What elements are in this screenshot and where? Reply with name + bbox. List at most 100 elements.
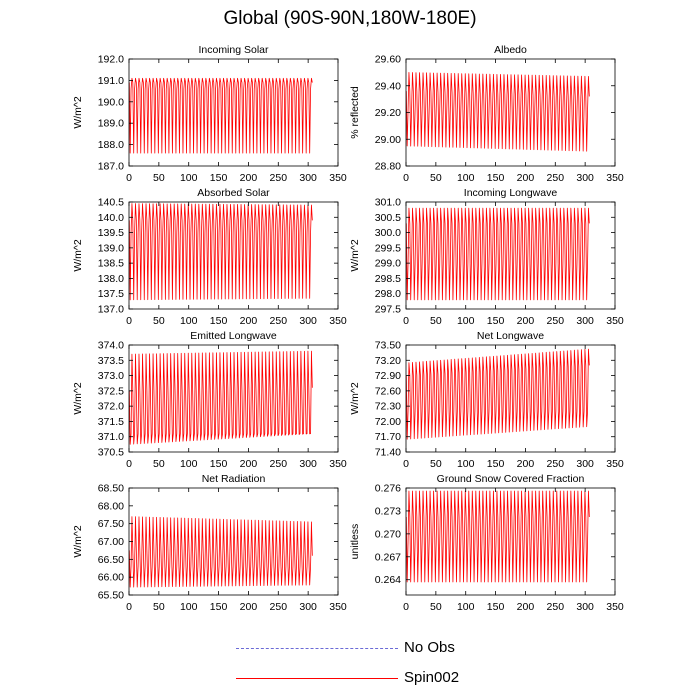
incoming-solar-ytick-label: 188.0	[98, 139, 124, 151]
emitted-longwave-frame	[128, 344, 339, 453]
incoming-longwave-ytick-label: 300.0	[375, 227, 401, 239]
net-longwave-ytick-label: 71.70	[375, 431, 401, 443]
albedo-ytick-label: 29.20	[375, 107, 401, 119]
ground-snow-covered-fraction-ytick-label: 0.270	[375, 528, 401, 540]
net-longwave-title: Net Longwave	[477, 330, 544, 342]
absorbed-solar-ytick-label: 137.5	[98, 288, 124, 300]
net-radiation-xtick-label: 0	[126, 601, 132, 613]
legend-label-spin002: Spin002	[404, 669, 460, 686]
incoming-longwave-xtick-label: 50	[430, 315, 442, 327]
net-radiation-xtick-label: 200	[240, 601, 258, 613]
incoming-longwave-xtick-label: 100	[457, 315, 475, 327]
ground-snow-covered-fraction-xtick-label: 300	[576, 601, 594, 613]
albedo-xtick-label: 200	[517, 172, 535, 184]
ground-snow-covered-fraction-title: Ground Snow Covered Fraction	[437, 473, 585, 485]
net-longwave-xtick-label: 200	[517, 458, 535, 470]
ground-snow-covered-fraction-xtick-label: 250	[547, 601, 565, 613]
absorbed-solar-xtick-label: 50	[153, 315, 165, 327]
net-longwave-ytick-label: 72.00	[375, 416, 401, 428]
absorbed-solar-xtick-label: 350	[329, 315, 347, 327]
absorbed-solar-xtick-label: 250	[270, 315, 288, 327]
ground-snow-covered-fraction-xtick-label: 350	[606, 601, 624, 613]
incoming-longwave-xtick-label: 300	[576, 315, 594, 327]
net-longwave-ytick-label: 72.90	[375, 370, 401, 382]
net-radiation-xtick-label: 350	[329, 601, 347, 613]
incoming-solar-xtick-label: 100	[180, 172, 198, 184]
emitted-longwave-ytick-label: 372.0	[98, 401, 124, 413]
emitted-longwave-title: Emitted Longwave	[190, 330, 277, 342]
incoming-longwave-xtick-label: 150	[487, 315, 505, 327]
incoming-solar-ytick-label: 190.0	[98, 96, 124, 108]
absorbed-solar-ylabel: W/m^2	[72, 239, 84, 272]
ground-snow-covered-fraction-ytick-label: 0.267	[375, 551, 401, 563]
absorbed-solar-ytick-label: 140.0	[98, 212, 124, 224]
incoming-longwave-xtick-label: 0	[403, 315, 409, 327]
net-radiation-xtick-label: 100	[180, 601, 198, 613]
incoming-longwave-xtick-label: 250	[547, 315, 565, 327]
legend-line-spin002	[236, 678, 398, 679]
incoming-longwave-series-spin002	[405, 207, 590, 301]
incoming-solar-xtick-label: 350	[329, 172, 347, 184]
albedo-xtick-label: 350	[606, 172, 624, 184]
emitted-longwave-ytick-label: 373.5	[98, 355, 124, 367]
emitted-longwave-ytick-label: 373.0	[98, 370, 124, 382]
net-longwave-ytick-label: 73.20	[375, 355, 401, 367]
net-longwave-ytick-label: 71.40	[375, 447, 401, 459]
legend-item-no-obs: No Obs	[236, 639, 536, 659]
albedo-ytick-label: 29.00	[375, 134, 401, 146]
net-longwave-xtick-label: 250	[547, 458, 565, 470]
legend-line-no-obs	[236, 648, 398, 649]
incoming-longwave-ylabel: W/m^2	[349, 239, 361, 272]
absorbed-solar-ytick-label: 137.0	[98, 304, 124, 316]
net-radiation-xtick-label: 250	[270, 601, 288, 613]
net-radiation-ytick-label: 67.50	[98, 518, 124, 530]
net-longwave-frame	[405, 344, 616, 453]
incoming-longwave-ytick-label: 299.5	[375, 242, 401, 254]
absorbed-solar-xtick-label: 100	[180, 315, 198, 327]
emitted-longwave-ylabel: W/m^2	[72, 382, 84, 415]
absorbed-solar-ytick-label: 139.0	[98, 242, 124, 254]
incoming-solar-xtick-label: 300	[299, 172, 317, 184]
ground-snow-covered-fraction-frame	[405, 487, 616, 596]
incoming-longwave-xtick-label: 200	[517, 315, 535, 327]
net-radiation-ytick-label: 66.00	[98, 572, 124, 584]
incoming-solar-xtick-label: 150	[210, 172, 228, 184]
net-radiation-ytick-label: 68.00	[98, 500, 124, 512]
albedo-xtick-label: 50	[430, 172, 442, 184]
emitted-longwave-xtick-label: 150	[210, 458, 228, 470]
incoming-solar-ylabel: W/m^2	[72, 96, 84, 129]
incoming-solar-ytick-label: 192.0	[98, 54, 124, 66]
emitted-longwave-series-spin002	[128, 350, 313, 445]
incoming-solar-ytick-label: 189.0	[98, 118, 124, 130]
albedo-ylabel: % reflected	[349, 86, 361, 139]
incoming-longwave-ytick-label: 299.0	[375, 258, 401, 270]
emitted-longwave-ytick-label: 370.5	[98, 447, 124, 459]
absorbed-solar-frame	[128, 201, 339, 310]
absorbed-solar-title: Absorbed Solar	[197, 187, 270, 199]
ground-snow-covered-fraction-xtick-label: 200	[517, 601, 535, 613]
albedo-xtick-label: 300	[576, 172, 594, 184]
net-radiation-ytick-label: 66.50	[98, 554, 124, 566]
emitted-longwave-ytick-label: 371.5	[98, 416, 124, 428]
net-radiation-xtick-label: 300	[299, 601, 317, 613]
absorbed-solar-xtick-label: 300	[299, 315, 317, 327]
net-longwave-xtick-label: 150	[487, 458, 505, 470]
absorbed-solar-series-spin002	[128, 203, 313, 301]
net-radiation-series-spin002	[128, 516, 313, 588]
ground-snow-covered-fraction-xtick-label: 50	[430, 601, 442, 613]
incoming-longwave-ytick-label: 298.0	[375, 288, 401, 300]
incoming-longwave-frame	[405, 201, 616, 310]
ground-snow-covered-fraction-xtick-label: 0	[403, 601, 409, 613]
incoming-solar-series-spin002	[128, 77, 313, 154]
net-longwave-ytick-label: 72.60	[375, 385, 401, 397]
emitted-longwave-ytick-label: 372.5	[98, 385, 124, 397]
emitted-longwave-xtick-label: 200	[240, 458, 258, 470]
absorbed-solar-ytick-label: 138.5	[98, 258, 124, 270]
incoming-longwave-ytick-label: 300.5	[375, 212, 401, 224]
net-longwave-xtick-label: 50	[430, 458, 442, 470]
ground-snow-covered-fraction-series-spin002	[405, 490, 590, 583]
net-longwave-xtick-label: 300	[576, 458, 594, 470]
emitted-longwave-xtick-label: 300	[299, 458, 317, 470]
albedo-xtick-label: 150	[487, 172, 505, 184]
incoming-solar-title: Incoming Solar	[198, 44, 269, 56]
